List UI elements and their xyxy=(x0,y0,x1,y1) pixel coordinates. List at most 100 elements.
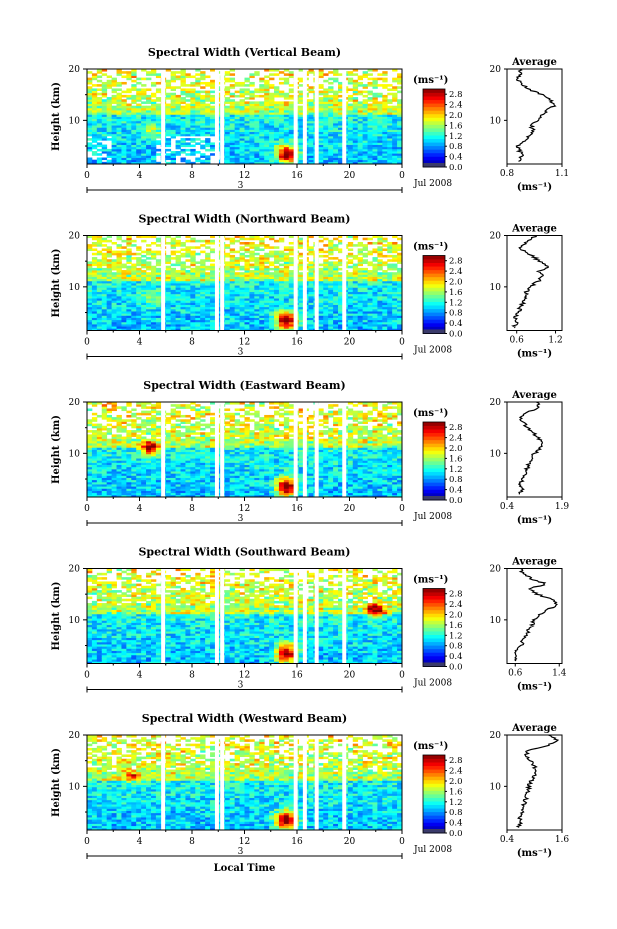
heatmap-cell xyxy=(362,315,368,318)
heatmap-cell xyxy=(298,308,304,312)
heatmap-cell xyxy=(357,287,364,290)
heatmap-cell xyxy=(155,315,162,318)
heatmap-cell xyxy=(244,135,250,139)
heatmap-cell xyxy=(298,151,304,154)
heatmap-cell xyxy=(244,254,250,258)
heatmap-cell xyxy=(141,302,147,305)
heatmap-cell xyxy=(347,265,354,269)
heatmap-cell xyxy=(126,140,132,143)
heatmap-cell xyxy=(239,94,245,98)
heatmap-cell xyxy=(141,254,147,258)
heatmap-cell xyxy=(259,142,265,145)
heatmap-cell xyxy=(101,263,108,267)
heatmap-cell xyxy=(308,272,314,275)
heatmap-cell xyxy=(121,94,127,98)
heatmap-cell xyxy=(210,118,216,122)
heatmap-cell xyxy=(328,302,334,305)
heatmap-cell xyxy=(392,88,398,91)
heatmap-cell xyxy=(146,133,152,137)
heatmap-cell xyxy=(175,241,181,245)
heatmap-cell xyxy=(190,291,196,295)
heatmap-cell xyxy=(249,250,255,254)
heatmap-cell xyxy=(323,254,329,258)
heatmap-cell xyxy=(170,153,176,156)
heatmap-cell xyxy=(254,267,260,271)
heatmap-cell xyxy=(347,302,354,305)
heatmap-cell xyxy=(264,114,270,117)
heatmap-cell xyxy=(91,311,98,314)
heatmap-cell xyxy=(200,293,206,297)
heatmap-cell xyxy=(155,239,162,243)
heatmap-cell xyxy=(387,272,393,275)
heatmap-cell xyxy=(195,127,201,130)
heatmap-cell xyxy=(362,84,368,87)
heatmap-cell xyxy=(362,71,368,74)
heatmap-cell xyxy=(274,319,280,323)
heatmap-cell xyxy=(180,122,186,126)
heatmap-cell xyxy=(367,274,373,277)
heatmap-cell xyxy=(126,131,132,135)
heatmap-cell xyxy=(323,270,329,273)
heatmap-cell xyxy=(91,464,98,468)
heatmap-cell xyxy=(357,84,364,87)
heatmap-cell xyxy=(126,265,132,269)
heatmap-cell xyxy=(96,308,103,312)
heatmap-cell xyxy=(278,308,285,312)
heatmap-cell xyxy=(136,252,142,256)
heatmap-cell xyxy=(180,88,186,91)
heatmap-cell xyxy=(200,110,206,113)
heatmap-cell xyxy=(101,81,108,85)
heatmap-cell xyxy=(367,283,373,286)
heatmap-cell xyxy=(357,92,364,96)
heatmap-cell xyxy=(195,261,201,264)
heatmap-cell xyxy=(318,313,324,316)
heatmap-cell xyxy=(298,127,304,130)
heatmap-cell xyxy=(111,99,117,102)
heatmap-cell xyxy=(87,458,93,461)
heatmap-cell xyxy=(382,248,388,252)
heatmap-cell xyxy=(136,293,142,297)
heatmap-cell xyxy=(352,131,359,135)
heatmap-cell xyxy=(131,319,137,323)
heatmap-cell xyxy=(205,328,211,331)
heatmap-cell xyxy=(283,265,290,269)
heatmap-cell xyxy=(155,88,162,91)
heatmap-cell xyxy=(283,138,290,141)
heatmap-cell xyxy=(101,135,108,139)
heatmap-cell xyxy=(91,479,98,483)
heatmap-cell xyxy=(308,110,314,113)
heatmap-cell xyxy=(205,131,211,135)
heatmap-cell xyxy=(126,114,132,117)
heatmap-cell xyxy=(362,326,368,329)
heatmap-cell xyxy=(249,148,255,152)
average-y-tick-label: 10 xyxy=(490,116,502,126)
heatmap-cell xyxy=(91,319,98,323)
heatmap-cell xyxy=(195,278,201,282)
heatmap-cell xyxy=(175,326,181,329)
heatmap-cell xyxy=(195,319,201,323)
heatmap-cell xyxy=(224,142,231,145)
heatmap-cell xyxy=(87,311,93,314)
heatmap-cell xyxy=(91,263,98,267)
heatmap-cell xyxy=(87,131,93,135)
heatmap-cell xyxy=(274,88,280,91)
heatmap-cell xyxy=(116,289,122,293)
heatmap-cell xyxy=(259,248,265,252)
heatmap-cell xyxy=(274,280,280,284)
heatmap-cell xyxy=(352,321,359,325)
heatmap-cell xyxy=(210,278,216,282)
heatmap-cell xyxy=(269,84,275,87)
heatmap-cell xyxy=(91,451,98,455)
heatmap-cell xyxy=(131,293,137,297)
heatmap-cell xyxy=(111,304,117,308)
heatmap-cell xyxy=(229,161,236,165)
heatmap-cell xyxy=(362,140,368,143)
heatmap-cell xyxy=(264,148,270,152)
heatmap-cell xyxy=(185,306,191,310)
heatmap-cell xyxy=(298,99,304,102)
heatmap-cell xyxy=(377,324,383,327)
heatmap-cell xyxy=(111,326,117,329)
heatmap-cell xyxy=(205,295,211,299)
heatmap-cell xyxy=(357,250,364,254)
heatmap-cell xyxy=(283,302,290,305)
